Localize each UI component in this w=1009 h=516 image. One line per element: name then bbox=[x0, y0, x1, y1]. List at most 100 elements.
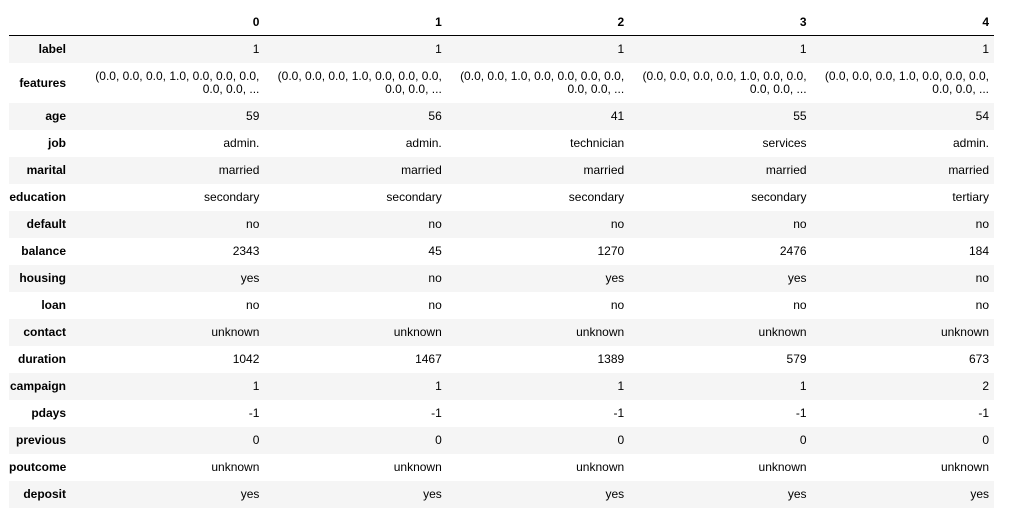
table-cell: married bbox=[401, 162, 442, 177]
table-cell: no bbox=[975, 270, 989, 285]
table-cell: 1 bbox=[982, 41, 989, 56]
table-cell: no bbox=[610, 297, 625, 312]
table-cell: 0 bbox=[435, 432, 442, 447]
table-cell: 1042 bbox=[232, 351, 260, 366]
features-vector-text: (0.0, 0.0, 0.0, 1.0, 0.0, 0.0, 0.0, 0.0,… bbox=[824, 68, 989, 96]
column-header: 4 bbox=[811, 8, 994, 36]
table-cell: 54 bbox=[975, 108, 989, 123]
table-cell: yes bbox=[787, 486, 807, 501]
table-cell: 41 bbox=[610, 108, 625, 123]
row-index-label: poutcome bbox=[9, 460, 67, 474]
row-index-label: label bbox=[38, 42, 66, 57]
table-row: contact unknown unknown unknown unknown unkno… bbox=[9, 318, 994, 346]
row-index-label: pdays bbox=[31, 406, 66, 420]
table-cell: yes bbox=[970, 486, 989, 501]
table-cell: 55 bbox=[793, 108, 807, 123]
table-cell: yes bbox=[605, 486, 625, 501]
features-vector-text: (0.0, 0.0, 0.0, 0.0, 1.0, 0.0, 0.0, 0.0,… bbox=[642, 68, 807, 96]
column-header: 0 bbox=[82, 8, 265, 36]
row-index-label: default bbox=[26, 217, 66, 231]
table-cell: (0.0, 0.0, 0.0, 1.0, 0.0, 0.0, 0.0, 0.0,… bbox=[264, 63, 446, 103]
table-cell: yes bbox=[787, 270, 807, 285]
table-row: job admin. admin. technician services admin. bbox=[9, 129, 994, 157]
table-row: label 1 1 1 1 1 bbox=[9, 35, 994, 63]
row-index-label: loan bbox=[41, 298, 66, 312]
table-cell: yes bbox=[240, 270, 260, 285]
table-cell: no bbox=[610, 216, 625, 231]
table-row: duration 1042 1467 1389 579 673 bbox=[9, 345, 994, 373]
table-cell: no bbox=[428, 216, 442, 231]
table-row: loan no no no no no bbox=[9, 291, 994, 319]
table-cell: 1270 bbox=[597, 243, 625, 258]
table-cell: no bbox=[793, 216, 807, 231]
table-cell: 0 bbox=[982, 432, 989, 447]
table-cell: (0.0, 0.0, 0.0, 0.0, 1.0, 0.0, 0.0, 0.0,… bbox=[629, 63, 811, 103]
header-row: 0 1 2 3 4 bbox=[9, 8, 994, 36]
features-vector-text: (0.0, 0.0, 0.0, 1.0, 0.0, 0.0, 0.0, 0.0,… bbox=[95, 68, 260, 96]
table-cell: 1 bbox=[252, 378, 260, 393]
row-index-label: contact bbox=[23, 325, 66, 339]
table-cell: 0 bbox=[617, 432, 625, 447]
table-cell: 2343 bbox=[232, 243, 260, 258]
table-cell: 2 bbox=[982, 378, 989, 393]
column-header: 1 bbox=[264, 8, 447, 36]
table-row: education secondary secondary secondary seco… bbox=[9, 183, 994, 211]
row-index-label: age bbox=[45, 109, 66, 123]
row-index-label: job bbox=[48, 136, 66, 150]
table-cell: unknown bbox=[576, 324, 625, 339]
row-index-label: deposit bbox=[23, 487, 66, 501]
dataframe-table: 0 1 2 3 4 label 1 1 1 1 1 features (0.0, 0.0, 0… bbox=[9, 8, 994, 508]
table-cell: yes bbox=[240, 486, 260, 501]
table-cell: 2476 bbox=[779, 243, 807, 258]
table-cell: unknown bbox=[393, 459, 442, 474]
table-cell: 45 bbox=[428, 243, 442, 258]
table-cell: unknown bbox=[576, 459, 625, 474]
table-row: previous 0 0 0 0 0 bbox=[9, 426, 994, 454]
table-cell: 1389 bbox=[597, 351, 625, 366]
table-cell: married bbox=[583, 162, 625, 177]
table-cell: no bbox=[246, 297, 260, 312]
index-corner bbox=[9, 8, 82, 36]
table-cell: unknown bbox=[393, 324, 442, 339]
table-cell: unknown bbox=[758, 324, 807, 339]
table-cell: married bbox=[218, 162, 260, 177]
table-cell: -1 bbox=[978, 405, 989, 420]
row-index-label: balance bbox=[21, 244, 66, 258]
table-cell: 0 bbox=[799, 432, 807, 447]
table-cell: technician bbox=[570, 135, 625, 150]
column-header: 2 bbox=[446, 8, 630, 36]
row-index-label: marital bbox=[26, 163, 66, 177]
table-cell: no bbox=[793, 297, 807, 312]
table-row: campaign 1 1 1 1 2 bbox=[9, 372, 994, 400]
table-cell: admin. bbox=[223, 135, 260, 150]
table-cell: tertiary bbox=[952, 189, 989, 204]
row-index-label: education bbox=[9, 190, 66, 204]
table-cell: unknown bbox=[211, 324, 260, 339]
table-cell: secondary bbox=[386, 189, 442, 204]
table-cell: no bbox=[246, 216, 260, 231]
table-cell: 184 bbox=[968, 243, 989, 258]
table-row: default no no no no no bbox=[9, 210, 994, 238]
table-cell: unknown bbox=[758, 459, 807, 474]
table-cell: 579 bbox=[786, 351, 807, 366]
table-row: balance 2343 45 1270 2476 184 bbox=[9, 237, 994, 265]
table-cell: no bbox=[975, 297, 989, 312]
row-index-label: campaign bbox=[9, 379, 66, 393]
table-cell: secondary bbox=[568, 189, 625, 204]
table-cell: 0 bbox=[252, 432, 260, 447]
table-cell: admin. bbox=[952, 135, 989, 150]
table-cell: secondary bbox=[751, 189, 807, 204]
table-cell: no bbox=[428, 270, 442, 285]
table-row: marital married married married married marri… bbox=[9, 156, 994, 184]
table-cell: 1 bbox=[617, 41, 625, 56]
table-cell: yes bbox=[605, 270, 625, 285]
table-cell: married bbox=[765, 162, 807, 177]
table-cell: 1 bbox=[435, 41, 442, 56]
table-cell: 1467 bbox=[415, 351, 442, 366]
table-cell: 59 bbox=[246, 108, 260, 123]
table-cell: 1 bbox=[435, 378, 442, 393]
features-vector-text: (0.0, 0.0, 0.0, 1.0, 0.0, 0.0, 0.0, 0.0,… bbox=[277, 68, 442, 96]
column-header: 3 bbox=[629, 8, 812, 36]
table-cell: unknown bbox=[211, 459, 260, 474]
table-cell: -1 bbox=[613, 405, 625, 420]
